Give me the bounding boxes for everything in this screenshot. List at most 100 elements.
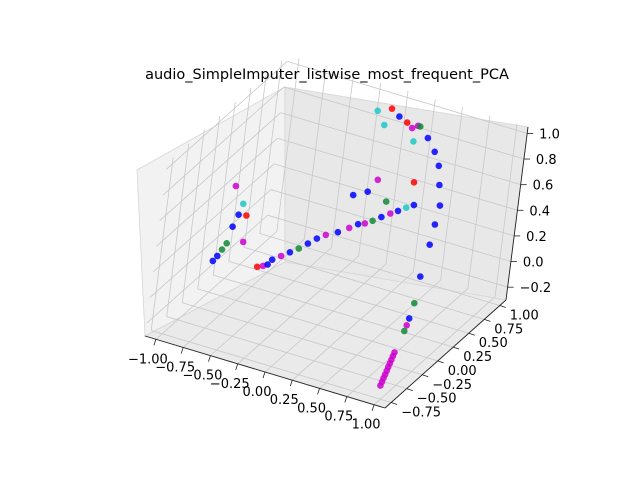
x-tick-label: 0.00 (243, 385, 272, 400)
scatter-point (374, 176, 382, 184)
x-gridline (303, 66, 327, 240)
y-tick-mark (484, 319, 491, 322)
z-tick-label: 0.6 (533, 179, 554, 194)
x-gridline (494, 123, 518, 297)
scatter-point (240, 200, 247, 208)
y-gridline (228, 260, 469, 334)
z-gridline (149, 189, 272, 298)
scatter-point (349, 191, 357, 199)
z-gridline (267, 214, 508, 288)
axis-lines (144, 126, 534, 411)
y-gridline (166, 316, 407, 389)
scatter-point (313, 235, 321, 242)
z-tick-label: 0.4 (529, 204, 550, 219)
scatter-point (239, 238, 247, 246)
scatter-point (403, 322, 411, 329)
scatter-point (214, 252, 221, 260)
x-tick-mark (208, 355, 211, 362)
scatter-point (405, 315, 413, 322)
y-tick-label: 0.75 (494, 322, 523, 337)
y-axis-line (384, 299, 507, 409)
z-gridline (283, 86, 525, 160)
z-gridline (159, 112, 281, 221)
scatter-point (253, 263, 261, 271)
scatter-point (431, 148, 439, 156)
y-tick-label: 1.00 (510, 309, 539, 324)
z-tick-label: 0.0 (523, 256, 544, 271)
y-tick-mark (422, 374, 429, 378)
scatter-point (411, 299, 418, 307)
x-tick-mark (153, 339, 157, 346)
scatter-point (304, 240, 312, 247)
y-gridline (244, 247, 485, 320)
x-tick-label: 0.75 (324, 410, 353, 425)
x-tick-label: −0.25 (210, 377, 250, 392)
x-tick-mark (235, 363, 239, 370)
y-tick-label: 0.00 (448, 364, 477, 379)
y-gridline (182, 302, 423, 376)
x-gridline (440, 107, 463, 281)
scatter-point (410, 138, 417, 145)
scatter-point (388, 105, 396, 112)
y-tick-mark (406, 388, 413, 391)
x-tick-label: 0.50 (297, 401, 326, 416)
chart-title: audio_SimpleImputer_listwise_most_freque… (145, 67, 509, 83)
x-gridline (467, 115, 491, 289)
x-tick-label: −1.00 (128, 352, 168, 367)
x-gridline (412, 99, 436, 273)
scatter-point (408, 124, 416, 132)
scatter-point (382, 198, 390, 205)
scatter-point (401, 327, 408, 335)
scatter-point (387, 210, 394, 217)
scatter-point (235, 211, 242, 218)
scatter-point (322, 231, 330, 239)
y-gridline (197, 115, 221, 289)
y-gridline (166, 143, 190, 317)
z-axis-line (505, 126, 529, 301)
y-tick-label: 0.50 (479, 336, 508, 351)
x-tick-mark (289, 380, 293, 387)
z-gridline (156, 137, 278, 247)
y-tick-mark (437, 360, 444, 364)
data-points (209, 105, 444, 389)
z-gridline (274, 163, 515, 237)
y-tick-label: −0.25 (432, 378, 472, 393)
x-tick-label: −0.75 (155, 360, 195, 375)
y-gridline (212, 102, 236, 276)
grid-lines (146, 58, 528, 406)
x-gridline (319, 280, 441, 389)
y-gridline (197, 288, 438, 362)
scatter-point (410, 179, 418, 186)
scatter-point (436, 202, 444, 209)
scatter-point (426, 241, 434, 248)
x-gridline (292, 271, 414, 381)
scatter-point (277, 252, 285, 260)
y-gridline (228, 88, 252, 262)
z-tick-label: −0.2 (520, 281, 552, 296)
scatter-point (364, 188, 372, 195)
y-tick-mark (453, 346, 460, 350)
scatter-point (435, 162, 443, 170)
x-gridline (264, 263, 387, 373)
z-gridline (280, 112, 521, 186)
x-tick-mark (180, 347, 184, 354)
scatter-point (410, 201, 418, 209)
y-tick-mark (391, 402, 398, 405)
z-gridline (277, 137, 518, 211)
scatter-point (417, 123, 424, 130)
x-tick-mark (317, 388, 320, 395)
scatter-point (377, 382, 384, 389)
scatter-point (295, 245, 303, 252)
scatter-point (378, 213, 385, 221)
y-tick-label: −0.50 (417, 392, 457, 407)
z-tick-label: 1.0 (539, 127, 560, 142)
scatter-point (402, 204, 410, 211)
z-gridline (146, 214, 268, 324)
scatter-point (436, 181, 443, 189)
scatter-point (369, 217, 376, 225)
x-gridline (385, 90, 409, 265)
scatter-point (374, 107, 382, 115)
x-gridline (155, 230, 278, 340)
